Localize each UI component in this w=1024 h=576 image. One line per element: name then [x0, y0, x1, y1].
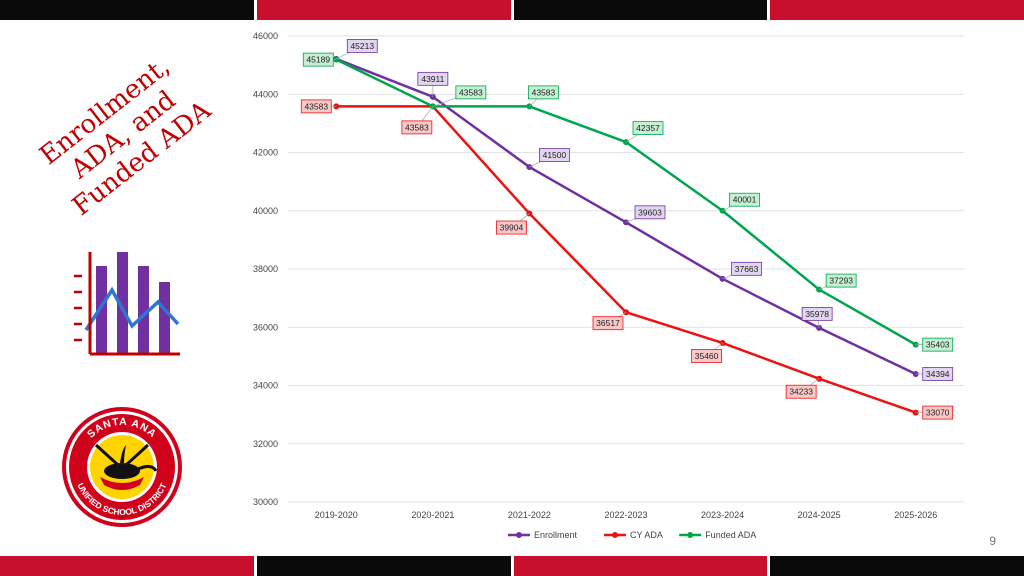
data-label-box — [922, 367, 954, 381]
data-label-box — [632, 121, 664, 136]
legend-swatch-dot — [516, 532, 522, 538]
bar-segment-red — [770, 0, 1024, 20]
legend-swatch-dot — [612, 532, 618, 538]
data-label-box — [300, 99, 332, 114]
y-tick-label: 44000 — [253, 89, 278, 99]
legend-label: Funded ADA — [705, 530, 756, 540]
data-label: 39904 — [500, 223, 524, 233]
enrollment-ada-line-chart: 30000 32000 34000 36000 38000 40000 42000 44000… — [253, 31, 964, 540]
data-label-box — [417, 71, 449, 86]
data-label: 35403 — [926, 340, 950, 350]
data-label: 43583 — [304, 101, 328, 111]
data-label: 45189 — [306, 55, 330, 65]
bar-segment-black — [256, 556, 514, 576]
data-label: 35978 — [805, 309, 829, 319]
data-label-box — [528, 85, 559, 100]
legend-swatch-dot — [687, 532, 694, 538]
page-number: 9 — [989, 534, 996, 548]
data-label: 43583 — [459, 87, 483, 97]
bar-segment-black — [770, 556, 1024, 576]
data-label: 34233 — [789, 387, 813, 397]
bar-chart-icon — [74, 252, 180, 356]
y-tick-label: 40000 — [253, 206, 278, 216]
y-tick-label: 34000 — [253, 381, 278, 391]
y-tick-label: 46000 — [253, 31, 278, 41]
x-tick-label: 2020-2021 — [411, 510, 454, 520]
data-label-box — [785, 384, 817, 399]
data-label: 33070 — [926, 408, 950, 418]
data-label-box — [922, 337, 954, 352]
x-tick-label: 2024-2025 — [798, 510, 841, 520]
data-label-box — [801, 306, 833, 321]
y-tick-label: 42000 — [253, 148, 278, 158]
x-axis: 2019-2020 2020-2021 2021-2022 2022-2023 2023… — [315, 510, 937, 520]
data-label-box — [539, 148, 570, 162]
x-tick-label: 2022-2023 — [604, 510, 647, 520]
data-label-box — [922, 405, 954, 420]
chart-series-lines — [333, 55, 919, 416]
bar-segment-red — [513, 556, 771, 576]
data-label: 37293 — [829, 276, 853, 286]
y-axis: 30000 32000 34000 36000 38000 40000 42000 44000… — [253, 31, 278, 507]
data-label: 42357 — [636, 123, 660, 133]
bottom-color-bar — [0, 556, 1024, 576]
data-label-box — [401, 120, 433, 135]
top-color-bar — [0, 0, 1024, 20]
data-label-box — [729, 192, 760, 207]
bar-segment-black — [0, 0, 257, 20]
data-label-box — [302, 52, 334, 67]
y-tick-label: 38000 — [253, 264, 278, 274]
data-point — [526, 210, 533, 217]
bar-segment-black — [513, 0, 771, 20]
data-label: 36517 — [596, 318, 620, 328]
data-label: 37663 — [735, 264, 759, 274]
y-tick-label: 30000 — [253, 497, 278, 507]
legend-label: CY ADA — [630, 530, 663, 540]
page-title: Enrollment, ADA, and Funded ADA — [18, 40, 228, 230]
x-tick-label: 2019-2020 — [315, 510, 358, 520]
data-point — [719, 275, 726, 282]
data-label-box — [634, 205, 666, 220]
chart-legend: Enrollment CY ADA Funded ADA — [508, 530, 756, 540]
bar-segment-red — [256, 0, 514, 20]
data-label-box — [825, 273, 857, 288]
data-label: 35460 — [695, 351, 719, 361]
data-label-box — [346, 39, 378, 53]
data-label-box — [731, 261, 762, 276]
y-tick-label: 32000 — [253, 439, 278, 449]
data-label: 43583 — [405, 122, 429, 132]
data-label: 34394 — [926, 369, 950, 379]
chart-data-labels: 45213 43911 41500 39603 37663 35978 34394 43583… — [300, 39, 954, 420]
data-label-box — [592, 316, 624, 331]
data-label: 43583 — [532, 87, 556, 97]
district-seal-logo: SANTA ANA UNIFIED SCHOOL DISTRICT — [62, 407, 182, 527]
legend-label: Enrollment — [534, 530, 578, 540]
data-label: 41500 — [543, 150, 567, 160]
data-label: 45213 — [350, 41, 374, 51]
data-label-box — [496, 220, 527, 235]
x-tick-label: 2021-2022 — [508, 510, 551, 520]
series-line — [335, 58, 917, 346]
data-label-box — [691, 349, 722, 363]
chart-gridlines — [288, 35, 964, 503]
x-tick-label: 2025-2026 — [894, 510, 937, 520]
data-label: 40001 — [733, 195, 757, 205]
y-tick-label: 36000 — [253, 322, 278, 332]
bar-segment-red — [0, 556, 257, 576]
x-tick-label: 2023-2024 — [701, 510, 744, 520]
data-label: 39603 — [638, 207, 662, 217]
data-label: 43911 — [421, 74, 444, 84]
data-label-box — [455, 85, 487, 100]
data-point — [719, 207, 726, 214]
